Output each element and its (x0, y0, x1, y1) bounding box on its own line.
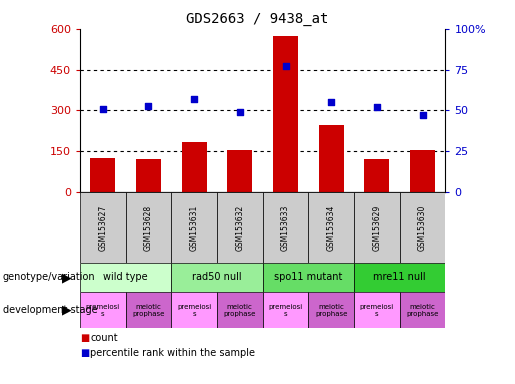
Bar (171, 192, 217, 263)
Bar (80, 263, 171, 292)
Bar (90, 158, 115, 192)
Text: wild type: wild type (103, 272, 148, 283)
Text: count: count (90, 333, 118, 343)
Point (327, 99, 335, 105)
Text: ▶: ▶ (62, 271, 72, 284)
Text: GSM153627: GSM153627 (98, 204, 107, 251)
Point (236, 109, 244, 115)
Bar (354, 263, 445, 292)
Bar (263, 292, 308, 328)
Text: GSM153629: GSM153629 (372, 204, 382, 251)
Text: premeiosi
s: premeiosi s (177, 304, 211, 316)
Text: premeiosi
s: premeiosi s (268, 304, 303, 316)
Text: GSM153628: GSM153628 (144, 204, 153, 251)
Text: GSM153630: GSM153630 (418, 204, 427, 251)
Text: GDS2663 / 9438_at: GDS2663 / 9438_at (186, 12, 329, 25)
Bar (400, 192, 445, 263)
Text: GSM153634: GSM153634 (327, 204, 336, 251)
Bar (80, 292, 126, 328)
Text: premeiosi
s: premeiosi s (360, 304, 394, 316)
Bar (126, 192, 171, 263)
Text: spo11 mutant: spo11 mutant (274, 272, 342, 283)
Text: percentile rank within the sample: percentile rank within the sample (90, 348, 255, 358)
Point (190, 96, 198, 102)
Text: meiotic
prophase: meiotic prophase (132, 304, 165, 316)
Bar (171, 292, 217, 328)
Bar (80, 192, 126, 263)
Bar (181, 142, 207, 192)
Text: mre11 null: mre11 null (373, 272, 426, 283)
Text: ■: ■ (80, 348, 89, 358)
Bar (227, 150, 252, 192)
Bar (136, 159, 161, 192)
Text: development stage: development stage (3, 305, 97, 315)
Bar (319, 125, 344, 192)
Text: GSM153631: GSM153631 (190, 204, 199, 251)
Text: genotype/variation: genotype/variation (3, 272, 95, 283)
Bar (217, 292, 263, 328)
Bar (364, 159, 389, 192)
Point (144, 103, 152, 109)
Bar (263, 263, 354, 292)
Point (281, 63, 289, 70)
Bar (354, 292, 400, 328)
Text: rad50 null: rad50 null (192, 272, 242, 283)
Point (419, 112, 427, 118)
Bar (273, 36, 298, 192)
Text: meiotic
prophase: meiotic prophase (315, 304, 348, 316)
Text: meiotic
prophase: meiotic prophase (224, 304, 256, 316)
Text: premeiosi
s: premeiosi s (85, 304, 120, 316)
Bar (126, 292, 171, 328)
Text: meiotic
prophase: meiotic prophase (406, 304, 439, 316)
Bar (308, 192, 354, 263)
Point (98, 106, 107, 112)
Bar (410, 150, 435, 192)
Bar (263, 192, 308, 263)
Bar (171, 263, 263, 292)
Text: ■: ■ (80, 333, 89, 343)
Bar (354, 192, 400, 263)
Point (373, 104, 381, 110)
Text: ▶: ▶ (62, 304, 72, 316)
Bar (308, 292, 354, 328)
Text: GSM153632: GSM153632 (235, 204, 244, 251)
Bar (400, 292, 445, 328)
Text: GSM153633: GSM153633 (281, 204, 290, 251)
Bar (217, 192, 263, 263)
